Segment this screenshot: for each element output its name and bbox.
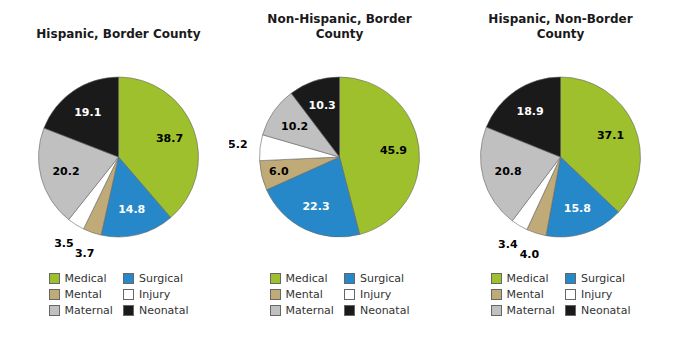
html-text:Surgical: Surgical [359, 272, 405, 285]
svg-text:3.5: 3.5 [54, 237, 74, 250]
svg-text:19.1: 19.1 [74, 106, 101, 119]
svg-text:37.1: 37.1 [597, 129, 624, 142]
svg-text:5.2: 5.2 [229, 138, 248, 151]
svg-text:4.0: 4.0 [520, 248, 540, 261]
svg-text:6.0: 6.0 [269, 165, 289, 178]
svg-text:10.2: 10.2 [281, 120, 308, 133]
svg-text:18.9: 18.9 [516, 105, 543, 118]
html-text:Medical: Medical [285, 272, 328, 285]
svg-text:14.8: 14.8 [118, 203, 145, 216]
html-text:Maternal: Maternal [64, 304, 113, 317]
svg-text:3.7: 3.7 [75, 247, 95, 260]
html-text:Mental: Mental [506, 288, 544, 301]
html-text:Neonatal: Neonatal [138, 304, 189, 317]
html-text:Neonatal: Neonatal [580, 304, 631, 317]
html-text:Surgical: Surgical [138, 272, 184, 285]
svg-text:20.2: 20.2 [52, 165, 79, 178]
html-text:Maternal: Maternal [285, 304, 334, 317]
html-text:Hispanic, Non-Border County: Hispanic, Non-Border County [488, 12, 633, 41]
svg-text:20.8: 20.8 [495, 165, 522, 178]
html-text:Mental: Mental [64, 288, 102, 301]
svg-text:15.8: 15.8 [564, 202, 591, 215]
svg-text:3.4: 3.4 [498, 238, 518, 251]
svg-text:45.9: 45.9 [380, 144, 407, 157]
html-text:Non-Hispanic, Border County: Non-Hispanic, Border County [267, 12, 412, 41]
html-text:Injury: Injury [580, 288, 613, 301]
html-text:Medical: Medical [506, 272, 549, 285]
svg-text:22.3: 22.3 [302, 200, 329, 213]
html-text:Injury: Injury [138, 288, 171, 301]
html-text:Surgical: Surgical [580, 272, 626, 285]
svg-text:38.7: 38.7 [156, 132, 183, 145]
html-text:Injury: Injury [359, 288, 392, 301]
html-text:Mental: Mental [285, 288, 323, 301]
html-text:Hispanic, Border County: Hispanic, Border County [36, 27, 201, 41]
html-text:Medical: Medical [64, 272, 107, 285]
html-text:Maternal: Maternal [506, 304, 555, 317]
html-text:Neonatal: Neonatal [359, 304, 410, 317]
svg-text:10.3: 10.3 [309, 99, 336, 112]
